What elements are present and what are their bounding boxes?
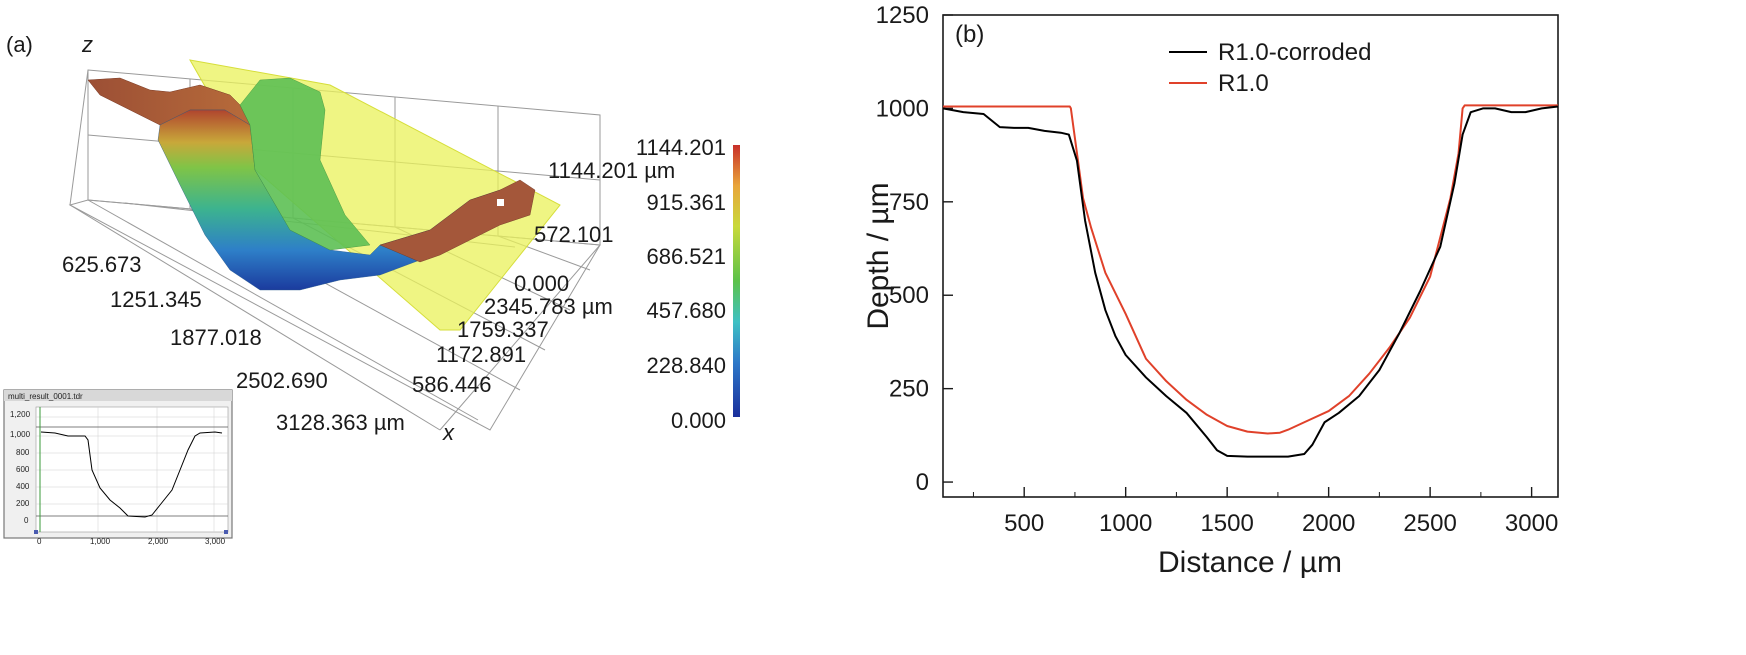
x-tick-label: 2000: [1302, 510, 1355, 537]
z-tick-1: 1144.201 µm: [548, 158, 675, 183]
x-tick-3: 1877.018: [170, 325, 262, 350]
inset-y-tick-1: 1,200: [10, 410, 31, 419]
y-tick-2: 1759.337: [457, 317, 549, 342]
colorbar: [733, 145, 740, 417]
x-tick-label: 2500: [1403, 510, 1456, 537]
colorbar-tick-3: 686.521: [646, 244, 726, 269]
surface-far-wall: [239, 77, 371, 251]
colorbar-tick-4: 457.680: [646, 298, 726, 323]
inset-profile-line: [40, 431, 223, 518]
panel-a: (a) z x 625.673 1251.345 1877.018 2502.6…: [3, 32, 740, 546]
inset-y-tick-2: 1,000: [10, 430, 31, 439]
x-tick-1: 625.673: [62, 252, 142, 277]
y-tick-label: 750: [889, 189, 929, 216]
surface-plot-3d: (a) z x 625.673 1251.345 1877.018 2502.6…: [3, 32, 740, 546]
series-layer: [942, 104, 1559, 458]
depth-profile-chart: 500 1000 1500 2000 2500 3000 0 250 500 750 1000 125…: [862, 2, 1559, 579]
colorbar-tick-2: 915.361: [646, 190, 726, 215]
colorbar-tick-5: 228.840: [646, 353, 726, 378]
inset-y-tick-6: 200: [16, 499, 30, 508]
legend-label-r10: R1.0: [1218, 70, 1269, 97]
y-tick-label: 1250: [876, 2, 929, 29]
y-axis-title: Depth / µm: [862, 182, 895, 329]
y-tick-label: 1000: [876, 95, 929, 122]
x-tick-label: 1500: [1200, 510, 1253, 537]
series-line-r1-0-corroded: [942, 105, 1559, 458]
panel-a-label: (a): [6, 32, 33, 57]
panel-b-label: (b): [955, 21, 984, 48]
plot-frame: [942, 14, 1559, 498]
probe-marker: [497, 199, 504, 206]
z-tick-2: 572.101: [534, 222, 614, 247]
colorbar-tick-6: 0.000: [671, 408, 726, 433]
surface-right-bank: [379, 179, 536, 263]
legend: R1.0-corroded R1.0: [1169, 39, 1371, 97]
z-axis-label: z: [81, 32, 93, 57]
x-tick-4: 2502.690: [236, 368, 328, 393]
x-tick-label: 1000: [1099, 510, 1152, 537]
inset-x-tick-3: 2,000: [148, 537, 169, 546]
inset-y-tick-5: 400: [16, 482, 30, 491]
y-tick-3: 1172.891: [436, 342, 526, 367]
y-tick-1: 2345.783 µm: [484, 294, 613, 319]
y-tick-label: 0: [916, 469, 929, 496]
x-tick-label: 3000: [1505, 510, 1558, 537]
inset-x-tick-2: 1,000: [90, 537, 111, 546]
x-tick-2: 1251.345: [110, 287, 202, 312]
inset-y-tick-7: 0: [24, 516, 29, 525]
inset-window: multi_result_0001.tdr 1,200 1,000 800 60…: [3, 389, 233, 546]
inset-left-handle[interactable]: [34, 530, 38, 534]
y-tick-label: 500: [889, 282, 929, 309]
y-tick-4: 586.446: [412, 372, 492, 397]
panel-b: 500 1000 1500 2000 2500 3000 0 250 500 750 1000 125…: [862, 0, 1746, 650]
inset-title: multi_result_0001.tdr: [8, 392, 83, 401]
ticks-layer: 500 1000 1500 2000 2500 3000 0 250 500 750 1000 125…: [876, 2, 1559, 537]
y-tick-label: 250: [889, 376, 929, 403]
legend-label-corroded: R1.0-corroded: [1218, 39, 1371, 66]
colorbar-tick-1: 1144.201: [636, 135, 726, 160]
x-tick-5: 3128.363 µm: [276, 410, 405, 435]
x-axis-label: x: [442, 420, 455, 445]
x-axis-title: Distance / µm: [1158, 546, 1342, 579]
inset-right-handle[interactable]: [224, 530, 228, 534]
x-tick-label: 500: [1004, 510, 1044, 537]
inset-y-tick-4: 600: [16, 465, 30, 474]
inset-x-tick-1: 0: [37, 537, 42, 546]
series-line-r1-0: [943, 104, 1558, 435]
inset-x-tick-4: 3,000: [205, 537, 226, 546]
inset-y-tick-3: 800: [16, 448, 30, 457]
z-tick-3: 0.000: [514, 271, 569, 296]
